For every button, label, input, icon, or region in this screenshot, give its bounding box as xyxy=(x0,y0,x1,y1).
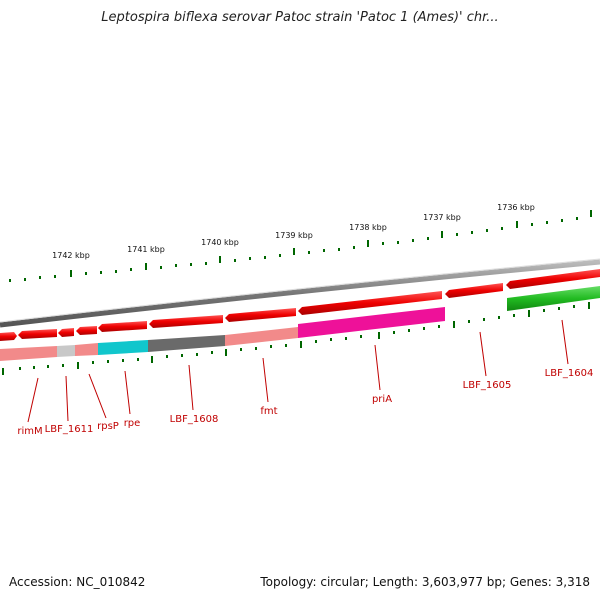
band-segment xyxy=(148,335,225,352)
genome-backbone xyxy=(0,259,600,328)
gene-arrow xyxy=(225,308,296,322)
gene-arrow xyxy=(506,269,600,289)
band-segment xyxy=(298,307,445,338)
gene-label-lbf1604: LBF_1604 xyxy=(545,368,594,379)
scale-tick-label: 1736 kbp xyxy=(497,203,535,212)
reverse-gene-arrow xyxy=(507,286,600,311)
band-segment xyxy=(75,343,98,356)
gene-arrow xyxy=(98,321,147,332)
gene-arrow xyxy=(298,291,442,315)
scale-labels: 1742 kbp 1741 kbp 1740 kbp 1739 kbp 1738… xyxy=(52,203,535,260)
scale-tick-label: 1737 kbp xyxy=(423,213,461,222)
band-segment xyxy=(57,345,75,357)
gene-class-band xyxy=(0,307,445,361)
map-title: Leptospira biflexa serovar Patoc strain … xyxy=(101,10,499,25)
gene-arrow xyxy=(0,332,17,341)
scale-tick-label: 1738 kbp xyxy=(349,223,387,232)
gene-label-rimm: rimM xyxy=(17,426,42,437)
gene-arrow xyxy=(58,328,74,337)
accession-text: Accession: NC_010842 xyxy=(9,575,146,589)
gene-arrow xyxy=(445,283,503,298)
band-segment xyxy=(225,327,298,346)
inner-ticks xyxy=(2,302,590,375)
gene-label-pria: priA xyxy=(372,394,392,405)
band-segment xyxy=(98,340,148,355)
gene-label-lbf1605: LBF_1605 xyxy=(463,380,512,391)
band-segment xyxy=(0,346,57,361)
forward-genes xyxy=(0,269,600,341)
gene-label-rpsp: rpsP xyxy=(97,421,119,432)
gene-label-lbf1608: LBF_1608 xyxy=(170,414,219,425)
genome-summary-text: Topology: circular; Length: 3,603,977 bp… xyxy=(260,575,590,589)
gene-arrow xyxy=(18,329,57,339)
gene-label-leaders xyxy=(27,319,569,423)
gene-label-lbf1611: LBF_1611 xyxy=(45,424,94,435)
gene-label-fmt: fmt xyxy=(260,406,277,417)
gene-label-rpe: rpe xyxy=(124,418,141,429)
outer-ticks xyxy=(9,210,592,282)
scale-tick-label: 1741 kbp xyxy=(127,245,165,254)
gene-labels: rimM LBF_1611 rpsP rpe LBF_1608 fmt priA… xyxy=(17,368,593,437)
gene-arrow xyxy=(76,326,97,335)
scale-tick-label: 1742 kbp xyxy=(52,251,90,260)
scale-tick-label: 1740 kbp xyxy=(201,238,239,247)
genome-backbone-highlight xyxy=(0,258,600,323)
gene-arrow xyxy=(149,315,223,328)
scale-tick-label: 1739 kbp xyxy=(275,231,313,240)
